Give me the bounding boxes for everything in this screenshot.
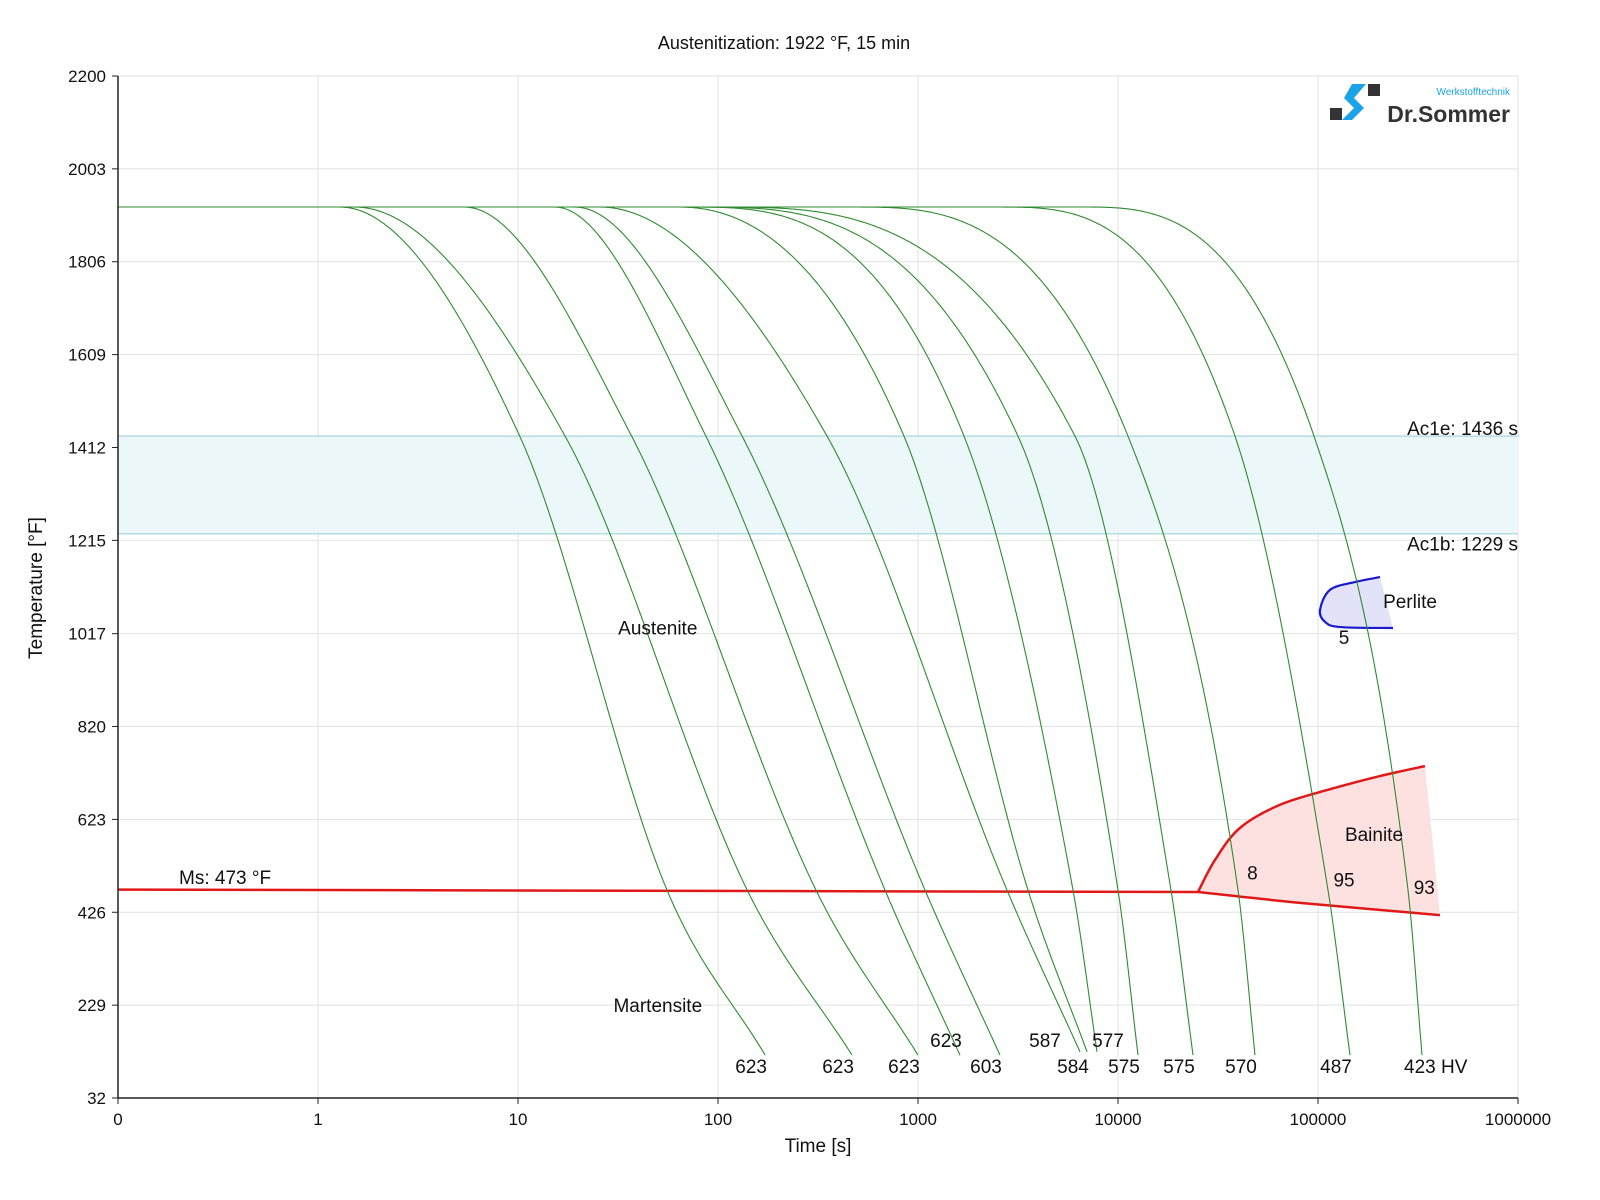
grid (117, 75, 1519, 1099)
y-tick-label: 820 (78, 718, 106, 737)
y-tick-label: 1806 (68, 253, 106, 272)
x-tick-label: 100 (704, 1110, 732, 1129)
percent-label: 95 (1333, 871, 1354, 892)
x-tick-label: 10 (509, 1110, 528, 1129)
hardness-label: 623 (930, 1031, 962, 1052)
y-tick-label: 1609 (68, 346, 106, 365)
hardness-label: 623 (735, 1057, 767, 1078)
y-tick-label: 1215 (68, 531, 106, 550)
cooling-curves (117, 206, 1423, 1056)
bainite-label: Bainite (1345, 825, 1403, 846)
cooling-curve (117, 206, 1423, 1056)
x-tick-label: 1 (313, 1110, 322, 1129)
y-tick-label: 1017 (68, 625, 106, 644)
ms-line (117, 888, 1199, 894)
ac1e-label: Ac1e: 1436 s (1407, 419, 1518, 440)
y-tick-label: 229 (78, 996, 106, 1015)
cooling-curve (117, 206, 1001, 1056)
percent-label: 8 (1247, 864, 1258, 885)
phase-regions (117, 576, 1441, 917)
hardness-label: 603 (970, 1057, 1002, 1078)
cooling-curve (117, 206, 1351, 1056)
logo-tagline: Werkstofftechnik (1436, 87, 1511, 98)
chart-title: Austenitization: 1922 °F, 15 min (658, 33, 910, 53)
ac1b-label: Ac1b: 1229 s (1407, 535, 1518, 556)
x-tick-label: 10000 (1094, 1110, 1141, 1129)
hardness-label: 575 (1163, 1057, 1195, 1078)
x-tick-label: 100000 (1290, 1110, 1347, 1129)
cooling-curve (117, 206, 1081, 1053)
perlite-boundary (1318, 576, 1394, 630)
hardness-label: 423 HV (1404, 1057, 1468, 1078)
y-tick-label: 426 (78, 903, 106, 922)
phase-label: Martensite (613, 996, 702, 1017)
hardness-label: 623 (888, 1057, 920, 1078)
hardness-label: 584 (1057, 1057, 1089, 1078)
logo-s-mark (1342, 84, 1366, 120)
logo-square-dark (1330, 108, 1342, 120)
bainite-start-line (1196, 764, 1426, 893)
bainite-lower-line (1197, 890, 1441, 917)
bainite-region (1198, 766, 1440, 916)
phase-label: Austenite (618, 619, 697, 640)
hardness-label: 570 (1225, 1057, 1257, 1078)
x-axis-label: Time [s] (785, 1136, 852, 1157)
y-tick-label: 2200 (68, 67, 106, 86)
x-tick-label: 0 (113, 1110, 122, 1129)
y-tick-label: 2003 (68, 160, 106, 179)
cooling-curve (117, 206, 1098, 1052)
perlite-label: Perlite (1383, 592, 1437, 613)
x-tick-label: 1000 (899, 1110, 937, 1129)
logo-brand: Dr.Sommer (1387, 101, 1510, 127)
hardness-label: 575 (1108, 1057, 1140, 1078)
hardness-label: 577 (1092, 1031, 1124, 1052)
ac1-band-fill (118, 436, 1518, 534)
cooling-curve (117, 206, 1088, 1052)
percent-label: 5 (1339, 628, 1350, 649)
ac1-band (118, 435, 1518, 535)
y-tick-label: 32 (87, 1089, 106, 1108)
cooling-curve (117, 206, 961, 1056)
x-tick-label: 1000000 (1485, 1110, 1551, 1129)
logo-square-dark (1368, 84, 1380, 96)
y-axis-label: Temperature [°F] (26, 517, 47, 659)
labels: Ac1e: 1436 s Ac1b: 1229 s 623 623 623 623 603 5… (179, 419, 1518, 1078)
hardness-label: 587 (1029, 1031, 1061, 1052)
cooling-curve (117, 206, 853, 1056)
percent-label: 93 (1414, 878, 1435, 899)
axes: 0 1 10 100 1000 10000 100000 1000000 32 229 426 623… (68, 67, 1551, 1129)
perlite-region (1319, 577, 1393, 629)
y-tick-label: 1412 (68, 438, 106, 457)
logo: Werkstofftechnik Dr.Sommer (1330, 84, 1511, 127)
hardness-label: 487 (1320, 1057, 1352, 1078)
hardness-label: 623 (822, 1057, 854, 1078)
ms-label: Ms: 473 °F (179, 868, 271, 889)
y-tick-label: 623 (78, 810, 106, 829)
